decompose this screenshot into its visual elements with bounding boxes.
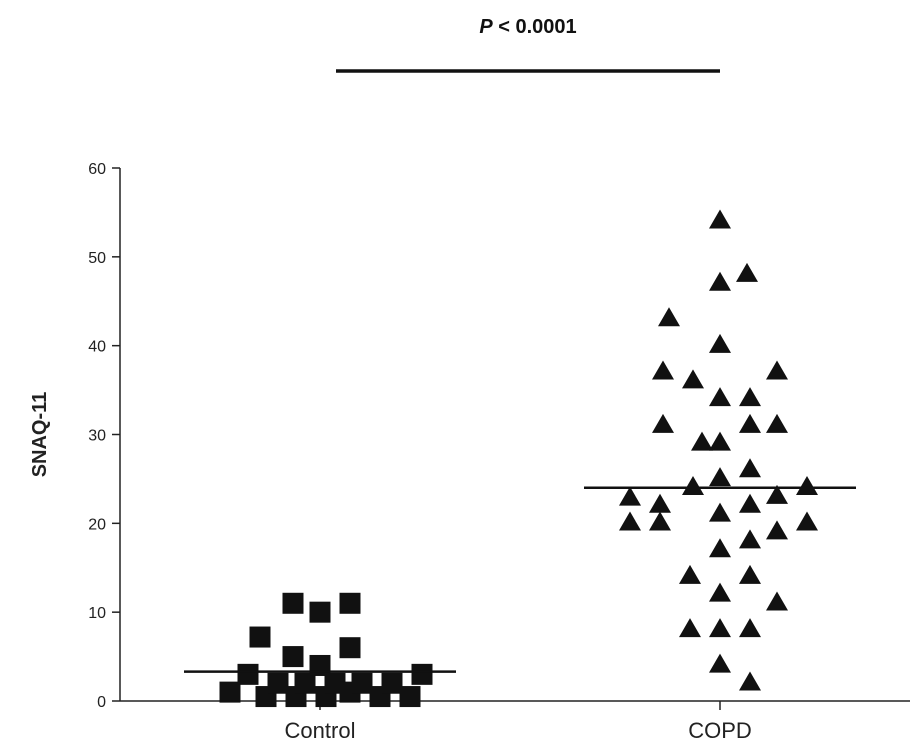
copd-point: [682, 369, 704, 389]
copd-point: [649, 511, 671, 531]
copd-point: [619, 511, 641, 531]
copd-point: [709, 618, 731, 638]
copd-point: [739, 387, 761, 407]
y-tick-label: 60: [88, 161, 106, 178]
y-tick-label: 20: [88, 516, 106, 533]
y-tick-label: 0: [97, 694, 106, 711]
copd-point: [739, 529, 761, 549]
control-point: [399, 686, 421, 708]
control-point: [294, 672, 316, 694]
control-point: [351, 672, 373, 694]
copd-point: [619, 486, 641, 506]
copd-point: [766, 413, 788, 433]
copd-point: [682, 476, 704, 496]
control-point: [309, 601, 331, 623]
copd-point: [739, 564, 761, 584]
y-tick-label: 50: [88, 250, 106, 267]
copd-point: [649, 493, 671, 513]
copd-point: [709, 502, 731, 522]
copd-point: [679, 564, 701, 584]
control-point: [339, 637, 361, 659]
y-axis-title: SNAQ-11: [29, 392, 51, 478]
p-value-label: P < 0.0001: [479, 16, 576, 38]
copd-point: [739, 413, 761, 433]
copd-point: [739, 618, 761, 638]
copd-point: [796, 511, 818, 531]
copd-point: [766, 360, 788, 380]
copd-point: [739, 671, 761, 691]
copd-point: [739, 458, 761, 478]
labels-layer: 0 10 20 30 40 50 60 Control COPD SNAQ-11 P < 0.000…: [29, 16, 752, 743]
copd-point: [709, 431, 731, 451]
copd-point: [709, 467, 731, 487]
control-point: [411, 663, 433, 685]
copd-point: [736, 262, 758, 282]
copd-point: [709, 653, 731, 673]
copd-point: [766, 484, 788, 504]
x-tick-label-copd: COPD: [688, 718, 752, 743]
copd-point: [709, 387, 731, 407]
y-tick-label: 30: [88, 428, 106, 445]
copd-point: [652, 413, 674, 433]
control-point: [282, 592, 304, 614]
copd-point: [766, 520, 788, 540]
y-tick-label: 10: [88, 605, 106, 622]
copd-point: [766, 591, 788, 611]
copd-point: [679, 618, 701, 638]
copd-point: [652, 360, 674, 380]
copd-point: [709, 582, 731, 602]
copd-point: [796, 476, 818, 496]
x-tick-label-control: Control: [285, 718, 356, 743]
copd-point: [709, 271, 731, 291]
copd-point: [709, 538, 731, 558]
p-value-italic: P: [479, 16, 493, 38]
points-layer: [219, 209, 818, 708]
y-tick-label: 40: [88, 339, 106, 356]
copd-point: [658, 307, 680, 327]
control-point: [267, 672, 289, 694]
copd-point: [709, 209, 731, 229]
control-point: [249, 626, 271, 648]
p-value-rest: < 0.0001: [493, 16, 577, 38]
control-point: [282, 646, 304, 668]
copd-point: [691, 431, 713, 451]
axes-layer: [112, 69, 910, 710]
control-point: [219, 681, 241, 703]
control-point: [339, 592, 361, 614]
copd-point: [709, 333, 731, 353]
control-point: [237, 663, 259, 685]
medians-layer: [184, 486, 856, 673]
control-point: [381, 672, 403, 694]
copd-point: [739, 493, 761, 513]
